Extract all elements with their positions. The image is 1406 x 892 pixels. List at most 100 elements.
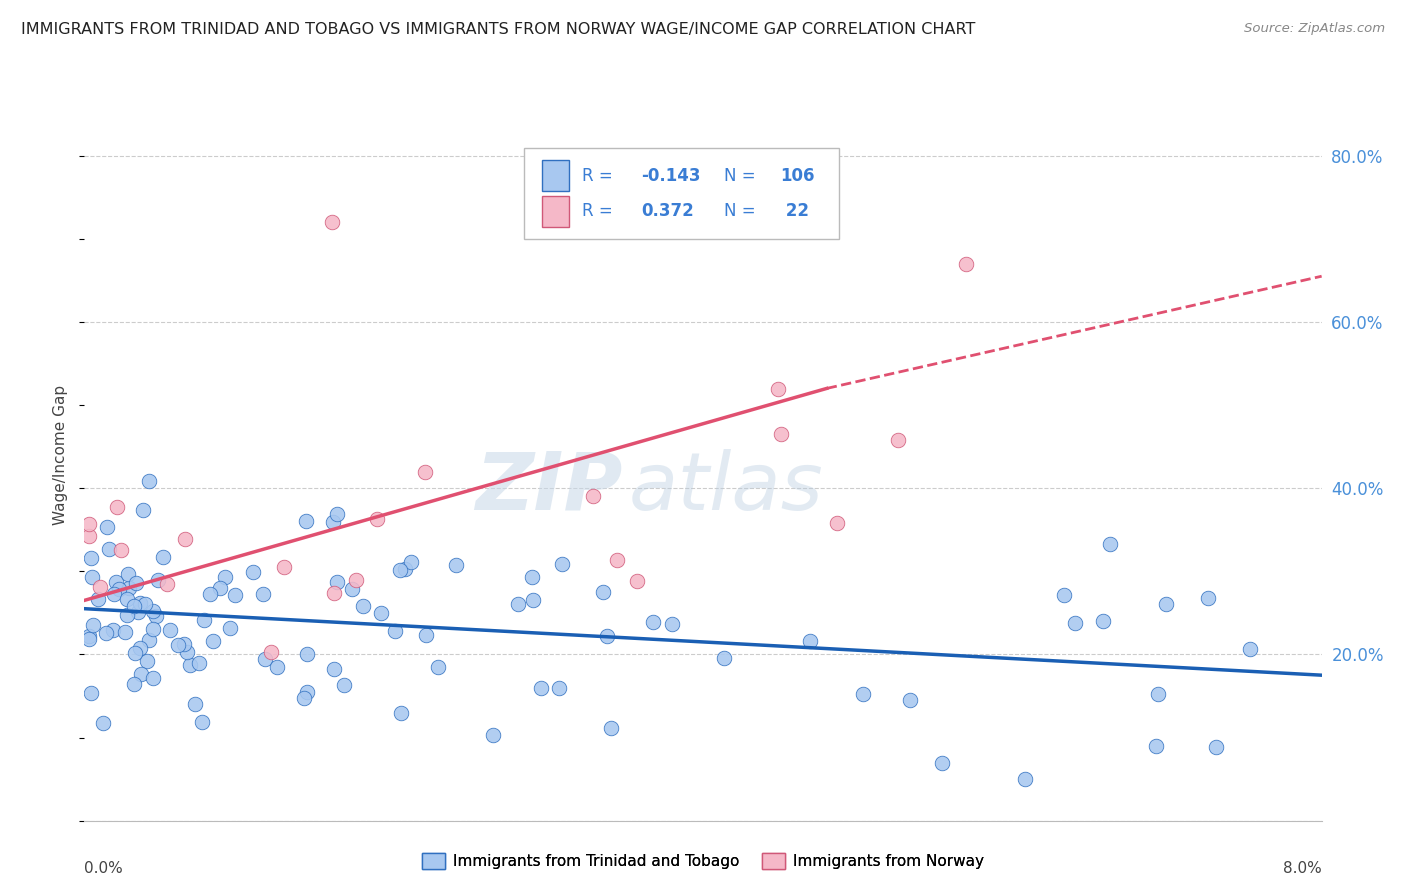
Point	[394, 562, 416, 576]
Point	[321, 215, 343, 229]
Point	[114, 624, 136, 639]
Point	[134, 597, 156, 611]
Point	[176, 645, 198, 659]
Text: N =: N =	[724, 167, 761, 185]
Text: R =: R =	[582, 167, 617, 185]
Point	[136, 654, 159, 668]
Point	[1144, 739, 1167, 753]
Text: Source: ZipAtlas.com: Source: ZipAtlas.com	[1244, 22, 1385, 36]
Text: ZIP: ZIP	[475, 449, 623, 527]
Point	[107, 500, 129, 515]
Point	[224, 588, 246, 602]
Point	[322, 515, 344, 529]
Point	[118, 582, 141, 596]
Point	[96, 520, 118, 534]
Point	[209, 581, 232, 595]
Text: atlas: atlas	[628, 449, 824, 527]
Point	[89, 580, 111, 594]
Point	[530, 681, 553, 695]
Text: 22: 22	[780, 202, 808, 220]
Text: N =: N =	[724, 202, 761, 220]
Point	[391, 706, 413, 720]
FancyBboxPatch shape	[543, 196, 569, 227]
Point	[198, 587, 221, 601]
Point	[219, 621, 242, 635]
Point	[522, 593, 544, 607]
Point	[955, 257, 977, 271]
FancyBboxPatch shape	[543, 161, 569, 191]
Point	[174, 532, 197, 546]
Point	[1098, 537, 1121, 551]
Point	[108, 582, 131, 597]
Text: -0.143: -0.143	[641, 167, 700, 185]
Point	[292, 691, 315, 706]
Text: R =: R =	[582, 202, 623, 220]
Point	[596, 629, 619, 643]
Point	[825, 516, 848, 531]
Point	[444, 558, 467, 573]
Point	[129, 640, 152, 655]
Point	[122, 599, 145, 614]
Point	[370, 607, 392, 621]
Point	[193, 613, 215, 627]
Point	[146, 573, 169, 587]
Point	[184, 697, 207, 711]
Point	[266, 659, 288, 673]
Point	[769, 427, 792, 442]
Text: 0.372: 0.372	[641, 202, 695, 220]
Point	[104, 575, 127, 590]
Point	[110, 543, 132, 558]
Point	[1154, 597, 1177, 611]
Point	[799, 633, 821, 648]
Text: 106: 106	[780, 167, 814, 185]
Point	[600, 721, 623, 735]
Point	[768, 382, 790, 396]
Point	[344, 573, 367, 587]
Point	[115, 608, 138, 623]
Point	[898, 693, 921, 707]
Point	[77, 632, 100, 646]
Point	[94, 625, 117, 640]
Point	[931, 756, 953, 770]
Point	[1014, 772, 1036, 786]
Point	[389, 563, 412, 577]
Point	[138, 632, 160, 647]
Point	[399, 555, 422, 569]
Point	[1053, 588, 1076, 602]
Point	[1063, 616, 1085, 631]
Point	[77, 516, 100, 531]
Point	[260, 645, 283, 659]
Point	[322, 662, 344, 676]
Point	[713, 651, 735, 665]
Point	[82, 618, 104, 632]
Point	[80, 570, 103, 584]
Point	[191, 714, 214, 729]
Point	[326, 507, 349, 521]
Point	[173, 637, 195, 651]
Point	[142, 622, 165, 636]
Point	[156, 577, 179, 591]
Point	[142, 604, 165, 618]
Point	[127, 605, 149, 619]
Point	[415, 628, 437, 642]
Point	[142, 671, 165, 685]
Point	[413, 465, 436, 479]
Point	[97, 541, 120, 556]
Point	[295, 685, 318, 699]
Point	[661, 617, 683, 632]
Point	[352, 599, 374, 614]
Point	[592, 585, 614, 599]
Point	[606, 553, 628, 567]
Point	[103, 587, 125, 601]
Point	[520, 570, 543, 584]
Text: 0.0%: 0.0%	[84, 861, 124, 876]
Point	[1205, 739, 1227, 754]
Point	[132, 503, 155, 517]
Point	[117, 591, 139, 606]
Point	[427, 660, 450, 674]
Text: 8.0%: 8.0%	[1282, 861, 1322, 876]
Legend: Immigrants from Trinidad and Tobago, Immigrants from Norway: Immigrants from Trinidad and Tobago, Imm…	[416, 847, 990, 875]
Point	[77, 629, 100, 643]
Point	[297, 647, 319, 661]
Point	[626, 574, 648, 588]
